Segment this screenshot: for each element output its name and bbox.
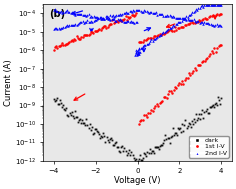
Legend: dark, 1st I-V, 2nd I-V: dark, 1st I-V, 2nd I-V	[189, 136, 229, 158]
Text: (b): (b)	[49, 9, 65, 19]
X-axis label: Voltage (V): Voltage (V)	[114, 176, 161, 185]
Y-axis label: Current (A): Current (A)	[4, 59, 13, 106]
